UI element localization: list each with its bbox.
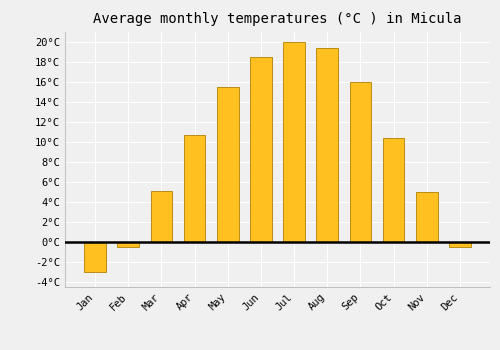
Bar (184, 135, 206, 242)
Bar (284, 42, 305, 242)
Bar (84, 242, 106, 272)
Bar (383, 138, 404, 242)
Title: Average monthly temperatures (°C ) in Micula: Average monthly temperatures (°C ) in Mi… (93, 12, 462, 26)
Bar (150, 191, 172, 242)
Bar (217, 86, 238, 242)
Bar (449, 242, 470, 247)
Bar (118, 242, 139, 247)
Bar (416, 192, 438, 242)
Bar (350, 82, 371, 242)
Bar (316, 48, 338, 242)
Bar (250, 57, 272, 242)
